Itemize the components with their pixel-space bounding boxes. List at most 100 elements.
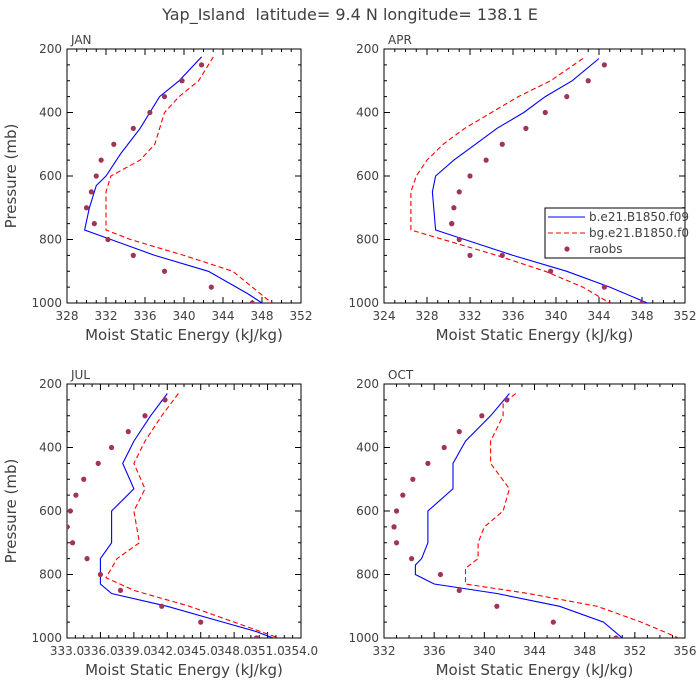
raobs-point bbox=[564, 94, 570, 100]
y-tick-label: 800 bbox=[39, 233, 62, 247]
raobs-point bbox=[253, 635, 260, 638]
series-line-b bbox=[83, 56, 263, 303]
raobs-point bbox=[161, 94, 168, 100]
y-tick-label: 1000 bbox=[348, 631, 379, 645]
plot-frame bbox=[66, 48, 302, 304]
x-tick-label: 345.0 bbox=[184, 644, 218, 658]
raobs-point bbox=[161, 268, 168, 274]
raobs-point bbox=[125, 429, 131, 435]
y-tick-label: 1000 bbox=[31, 631, 62, 645]
raobs-point bbox=[479, 413, 485, 419]
series-line-b bbox=[431, 58, 648, 303]
raobs-point bbox=[88, 189, 94, 195]
legend: b.e21.B1850.f09 bg.e21.B1850.f0 raobs bbox=[544, 207, 689, 259]
x-axis-label: Moist Static Energy (kJ/kg) bbox=[85, 326, 283, 344]
raobs-point bbox=[249, 300, 255, 303]
x-tick-label: 354.0 bbox=[284, 644, 318, 658]
x-tick-label: 340 bbox=[545, 309, 568, 323]
y-tick-label: 400 bbox=[39, 441, 62, 455]
x-tick-label: 328 bbox=[56, 309, 79, 323]
y-axis-label: Pressure (mb) bbox=[2, 124, 20, 229]
raobs-point bbox=[456, 587, 462, 593]
panel-label: JUL bbox=[70, 368, 90, 382]
panel-apr: 324 328 332 336 340 344 348 352 200 400 600 800 1000… bbox=[348, 33, 696, 344]
raobs-point bbox=[73, 492, 79, 498]
legend-marker bbox=[564, 246, 570, 252]
x-tick-label: 336.0 bbox=[83, 644, 117, 658]
y-axis-label: Pressure (mb) bbox=[2, 459, 20, 564]
x-tick-label: 336 bbox=[423, 644, 446, 658]
raobs-point bbox=[198, 619, 204, 625]
raobs-point bbox=[548, 268, 554, 274]
panels-group: 328 332 336 340 344 348 352 200 400 600 800 1000 JAN… bbox=[2, 33, 696, 679]
x-tick-label: 351.0 bbox=[250, 644, 284, 658]
panel-jul: 333.0 336.0 339.0 342.0 345.0 348.0 351.0 354.0… bbox=[2, 368, 318, 679]
raobs-point bbox=[456, 236, 462, 243]
panel-label: APR bbox=[388, 33, 412, 47]
raobs-point bbox=[613, 635, 619, 638]
raobs-point bbox=[208, 284, 214, 290]
raobs-point bbox=[130, 252, 136, 258]
legend-label: b.e21.B1850.f09 bbox=[589, 210, 689, 224]
panel-jan: 328 332 336 340 344 348 352 200 400 600 800 1000 JAN… bbox=[2, 33, 312, 344]
raobs-point bbox=[456, 429, 462, 435]
raobs-point bbox=[147, 109, 153, 116]
raobs-point bbox=[67, 524, 70, 530]
y-tick-label: 1000 bbox=[348, 296, 379, 310]
raobs-point bbox=[550, 619, 556, 625]
x-tick-label: 348.0 bbox=[217, 644, 251, 658]
raobs-point bbox=[400, 492, 406, 498]
raobs-point bbox=[523, 125, 529, 131]
x-tick-label: 340 bbox=[173, 309, 196, 323]
y-tick-label: 600 bbox=[39, 504, 62, 518]
x-tick-label: 332 bbox=[95, 309, 118, 323]
raobs-point bbox=[162, 397, 168, 403]
raobs-point bbox=[456, 189, 462, 195]
raobs-point bbox=[81, 476, 87, 482]
raobs-point bbox=[98, 157, 104, 163]
raobs-point bbox=[142, 413, 148, 419]
y-tick-label: 800 bbox=[39, 568, 62, 582]
x-tick-label: 344 bbox=[212, 309, 235, 323]
raobs-point bbox=[84, 556, 90, 562]
raobs-point bbox=[111, 141, 117, 147]
x-tick-label: 344 bbox=[523, 644, 546, 658]
raobs-point bbox=[391, 524, 397, 530]
panel-label: OCT bbox=[388, 368, 414, 382]
y-tick-label: 400 bbox=[356, 441, 379, 455]
x-axis-label: Moist Static Energy (kJ/kg) bbox=[85, 661, 283, 679]
raobs-point bbox=[97, 571, 104, 578]
series-line-bg bbox=[464, 393, 679, 638]
raobs-point bbox=[542, 109, 548, 116]
raobs-point bbox=[91, 221, 97, 227]
x-tick-label: 348 bbox=[573, 644, 596, 658]
x-tick-label: 324 bbox=[373, 309, 396, 323]
raobs-point bbox=[437, 571, 444, 578]
series-line-bg bbox=[105, 56, 273, 303]
raobs-point bbox=[198, 62, 205, 68]
x-tick-label: 348 bbox=[631, 309, 654, 323]
raobs-point bbox=[393, 508, 400, 514]
raobs-point bbox=[83, 205, 90, 211]
plot-frame bbox=[383, 48, 686, 304]
x-tick-label: 352 bbox=[290, 309, 313, 323]
x-tick-label: 339.0 bbox=[117, 644, 151, 658]
y-tick-label: 400 bbox=[356, 106, 379, 120]
raobs-point bbox=[117, 587, 124, 593]
raobs-point bbox=[408, 556, 415, 562]
raobs-point bbox=[108, 444, 115, 451]
x-tick-label: 332 bbox=[373, 644, 396, 658]
series-line-b bbox=[99, 393, 274, 638]
x-tick-label: 336 bbox=[134, 309, 157, 323]
y-tick-label: 200 bbox=[39, 42, 62, 56]
raobs-point bbox=[159, 603, 165, 609]
figure-title: Yap_Island latitude= 9.4 N longitude= 13… bbox=[161, 5, 538, 25]
raobs-point bbox=[393, 540, 400, 546]
y-tick-label: 800 bbox=[356, 233, 379, 247]
y-tick-label: 1000 bbox=[31, 296, 62, 310]
raobs-point bbox=[467, 252, 473, 258]
x-tick-label: 340 bbox=[473, 644, 496, 658]
series-line-b bbox=[414, 393, 623, 638]
raobs-point bbox=[410, 476, 416, 482]
